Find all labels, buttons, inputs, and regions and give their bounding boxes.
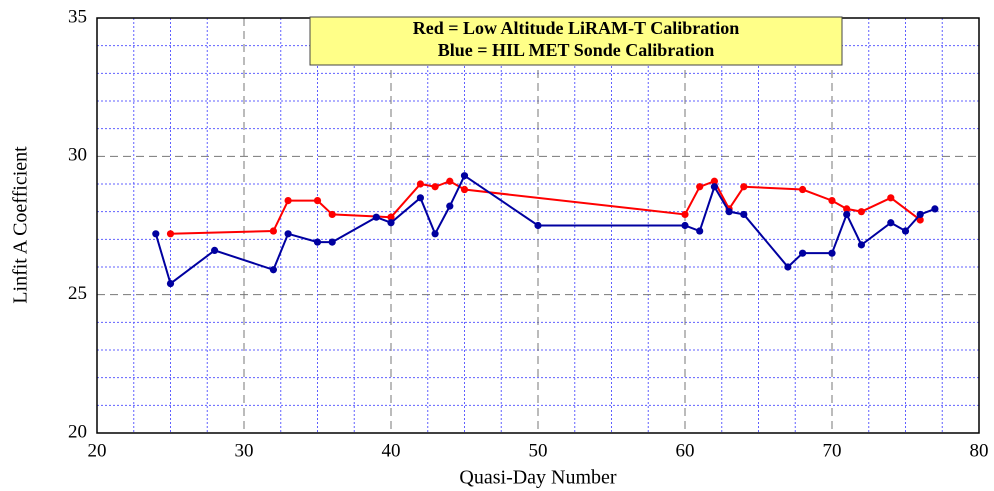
line	[154, 174, 936, 286]
point	[828, 197, 836, 205]
x-tick-label: 30	[235, 440, 254, 461]
point	[740, 210, 748, 219]
x-tick-label: 60	[676, 440, 695, 461]
x-tick-label: 80	[970, 440, 989, 461]
point	[828, 249, 836, 257]
y-tick-label: 35	[68, 6, 87, 27]
point	[725, 208, 733, 216]
point	[328, 238, 336, 246]
point	[152, 230, 160, 238]
point	[446, 177, 454, 185]
point	[166, 280, 175, 288]
point	[269, 227, 277, 235]
point	[416, 180, 424, 188]
point	[211, 246, 219, 254]
point	[696, 227, 704, 235]
point	[901, 227, 910, 235]
point	[710, 183, 719, 191]
x-tick-label: 50	[529, 440, 548, 461]
point	[843, 205, 851, 213]
point	[843, 210, 851, 219]
point	[431, 230, 439, 238]
point	[887, 219, 895, 227]
point	[784, 263, 792, 271]
point	[460, 185, 469, 194]
legend-box	[309, 16, 843, 66]
point	[534, 221, 542, 230]
point	[887, 194, 895, 202]
annotation: Blue = HIL MET Sonde Calibration	[438, 40, 715, 60]
point	[857, 241, 866, 249]
point	[799, 185, 807, 194]
annotation: Red = Low Altitude LiRAM-T Calibration	[413, 18, 739, 38]
x-tick-label: 20	[88, 440, 107, 461]
point	[681, 210, 689, 219]
point	[284, 230, 292, 238]
point	[416, 194, 424, 202]
point	[269, 266, 277, 274]
point	[916, 216, 924, 224]
point	[372, 213, 380, 221]
point	[931, 205, 939, 213]
point	[284, 197, 292, 205]
point	[313, 197, 322, 205]
y-axis-label: Linfit A Coefficient	[10, 146, 32, 304]
point	[696, 183, 704, 191]
y-tick-label: 30	[68, 145, 87, 166]
x-tick-label: 40	[382, 440, 401, 461]
point	[328, 210, 336, 219]
point	[166, 230, 175, 238]
y-tick-label: 25	[68, 283, 87, 304]
point	[681, 221, 689, 230]
point	[313, 238, 322, 246]
point	[916, 210, 924, 219]
point	[387, 219, 395, 227]
y-tick-label: 20	[68, 421, 87, 442]
point	[446, 202, 454, 210]
point	[387, 213, 395, 221]
x-axis-label: Quasi-Day Number	[459, 467, 617, 489]
point	[710, 177, 719, 185]
point	[799, 249, 807, 257]
point	[740, 183, 748, 191]
point	[460, 172, 469, 180]
point	[857, 208, 866, 216]
point	[431, 183, 439, 191]
x-tick-label: 70	[823, 440, 842, 461]
